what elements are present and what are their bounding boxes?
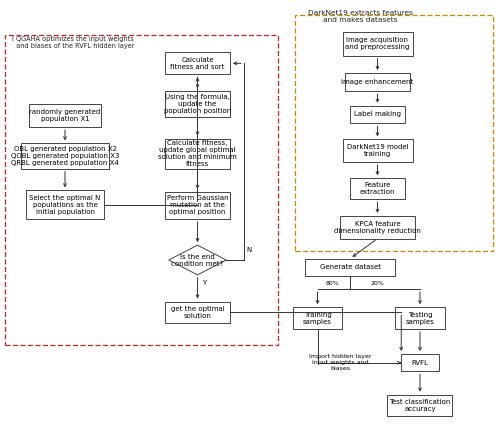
- FancyBboxPatch shape: [342, 139, 412, 162]
- FancyBboxPatch shape: [395, 307, 445, 329]
- Text: i QGAHA optimizes the input weights
  and biases of the RVFL hidden layer: i QGAHA optimizes the input weights and …: [12, 36, 135, 49]
- FancyBboxPatch shape: [165, 91, 230, 117]
- FancyBboxPatch shape: [350, 178, 405, 199]
- Polygon shape: [169, 245, 226, 275]
- FancyBboxPatch shape: [26, 191, 104, 218]
- Text: Is the end
condition met?: Is the end condition met?: [172, 253, 224, 267]
- FancyBboxPatch shape: [165, 139, 230, 169]
- Text: image enhancement: image enhancement: [342, 79, 413, 85]
- FancyBboxPatch shape: [401, 354, 439, 371]
- Text: Test classification
accuracy: Test classification accuracy: [390, 399, 450, 412]
- FancyBboxPatch shape: [165, 52, 230, 74]
- FancyBboxPatch shape: [292, 307, 343, 329]
- FancyBboxPatch shape: [340, 216, 415, 239]
- Text: Perform Gaussian
mutation at the
optimal position: Perform Gaussian mutation at the optimal…: [166, 195, 228, 215]
- Text: N: N: [246, 247, 252, 253]
- Text: Y: Y: [202, 280, 206, 286]
- Text: get the optimal
solution: get the optimal solution: [170, 306, 224, 319]
- FancyBboxPatch shape: [350, 106, 405, 123]
- FancyBboxPatch shape: [29, 104, 101, 127]
- Text: RVFL: RVFL: [412, 360, 428, 366]
- Text: Generate dataset: Generate dataset: [320, 264, 380, 271]
- Text: Import hidden layer
input weights and
biases: Import hidden layer input weights and bi…: [309, 354, 371, 371]
- FancyBboxPatch shape: [165, 302, 230, 323]
- FancyBboxPatch shape: [165, 192, 230, 219]
- Text: Testing
samples: Testing samples: [406, 312, 434, 325]
- Text: Training
samples: Training samples: [303, 312, 332, 325]
- Text: Calculate fitness,
update global optimal
solution and minimum
fitness: Calculate fitness, update global optimal…: [158, 140, 237, 167]
- Text: Label making: Label making: [354, 111, 401, 118]
- Text: 20%: 20%: [370, 281, 384, 286]
- FancyBboxPatch shape: [388, 395, 452, 416]
- FancyBboxPatch shape: [305, 259, 395, 276]
- Text: randomly generated
population X1: randomly generated population X1: [30, 109, 101, 122]
- Text: Using the formula,
update the
population position: Using the formula, update the population…: [164, 94, 231, 114]
- Text: Image acquisition
and preprocessing: Image acquisition and preprocessing: [346, 37, 410, 50]
- Text: DarkNet19 extracts features
and makes datasets: DarkNet19 extracts features and makes da…: [308, 10, 412, 23]
- Text: 80%: 80%: [326, 281, 340, 286]
- FancyBboxPatch shape: [345, 73, 410, 91]
- Text: KPCA feature
dimensionality reduction: KPCA feature dimensionality reduction: [334, 221, 421, 234]
- Text: Calculate
fitness and sort: Calculate fitness and sort: [170, 57, 224, 70]
- Text: OBL generated population X2
QOBL generated population X3
QRBL generated populati: OBL generated population X2 QOBL generat…: [11, 146, 120, 166]
- Text: DarkNet19 model
training: DarkNet19 model training: [346, 144, 408, 157]
- Text: Select the optimal N
populations as the
initial population: Select the optimal N populations as the …: [30, 194, 101, 215]
- Text: Feature
extraction: Feature extraction: [360, 182, 395, 195]
- FancyBboxPatch shape: [342, 31, 412, 55]
- FancyBboxPatch shape: [22, 143, 109, 169]
